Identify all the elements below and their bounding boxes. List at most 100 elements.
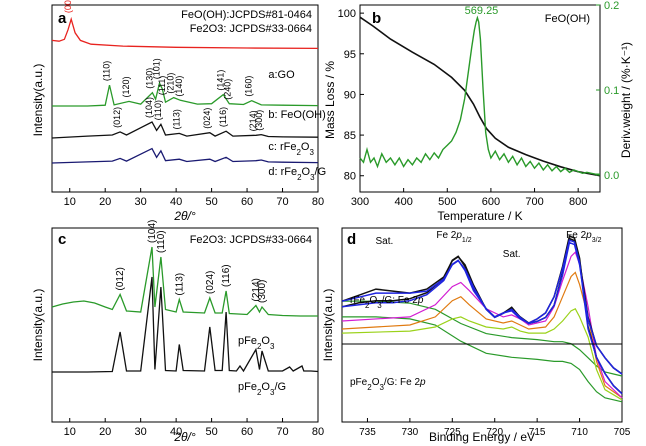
panel-a-annotations: (001) (110) (120) (130)(101)(111)(210)(140)… — [63, 0, 264, 131]
panel-b-x-tick-label: 400 — [394, 196, 412, 208]
panel-b-y-tick-label: 85 — [344, 130, 356, 142]
panel-d-sample-label-bottom: pFe2O3/G: Fe 2p — [350, 377, 426, 392]
panel-b-peak-label: 569.25 — [465, 5, 499, 17]
panel-d-sat-label-1: Sat. — [376, 236, 394, 247]
panel-a-letter: a — [58, 10, 67, 27]
panel-a-x-tick-label: 40 — [170, 196, 182, 208]
panel-a-frame — [51, 4, 319, 193]
panel-c-peak-annotation: (012) — [115, 267, 126, 290]
panel-c-letter: c — [58, 231, 66, 248]
panel-c-peak-annotation: (024) — [205, 271, 216, 294]
panel-c-peak-annotation: (110) — [156, 230, 167, 253]
panel-a-peak-annotation: (101) — [151, 58, 161, 79]
panel-d-x-tick-label: 720 — [486, 427, 503, 438]
panel-b-y-tick-label: 90 — [344, 89, 356, 101]
panel-c-x-tick-label: 20 — [99, 426, 111, 438]
panel-c-peak-annotation: (104) — [147, 220, 158, 243]
panel-d-fe2p12-label: Fe 2p1/2 — [436, 230, 471, 244]
panel-a-peak-annotation: (210) — [166, 73, 176, 94]
panel-d-sat-label-2: Sat. — [503, 249, 521, 260]
panel-a: a FeO(OH):JCPDS#81-0464 Fe2O3: JCPDS#33-… — [31, 0, 326, 223]
panel-b-trace-0 — [359, 16, 601, 177]
panel-b-y-tick-label: 100 — [338, 8, 356, 20]
panel-a-peak-annotation: (141) — [215, 70, 225, 91]
panel-c-traces — [51, 246, 319, 373]
panel-d-sample-label-top: rFe2O3/G: Fe 2p — [350, 295, 424, 310]
panel-a-peak-annotation: (113) — [171, 109, 181, 129]
panel-c-x-ticks: 10 20 30 40 50 60 70 80 — [64, 418, 324, 438]
panel-a-peak-annotation: (214) — [248, 110, 258, 131]
panel-c-series-label: pFe2O3 — [238, 335, 275, 351]
panel-a-peak-annotation: (130) — [144, 68, 154, 89]
panel-a-x-tick-label: 80 — [312, 196, 324, 208]
panel-a-peak-annotation: (104) — [144, 97, 154, 118]
panel-b: b FeO(OH) 300 400 500 600 700 800 80 85 90 95 100 0… — [323, 0, 633, 223]
panel-a-x-tick-label: 10 — [64, 196, 76, 208]
panel-a-x-tick-label: 30 — [135, 196, 147, 208]
panel-c-x-tick-label: 50 — [205, 426, 217, 438]
panel-d-trace — [341, 239, 623, 395]
panel-c-series-label: pFe2O3/G — [238, 381, 286, 397]
panel-a-peak-annotation: (110) — [153, 100, 163, 120]
panel-d-xlabel: Binding Energy / eV — [429, 430, 535, 444]
panel-c-annotations: (012) (104)(110) (113) (024) (116) (214)(300) — [115, 220, 268, 303]
panel-a-peak-annotation: (240) — [222, 79, 232, 100]
panel-c-ylabel: Intensity(a.u.) — [31, 289, 45, 362]
panel-b-traces — [359, 15, 601, 177]
panel-b-ticks: 300 400 500 600 700 800 80 85 90 95 100 0.0 0.1 0.2 — [338, 0, 620, 208]
panel-a-trace-2 — [51, 121, 319, 139]
panel-a-x-tick-label: 60 — [241, 196, 253, 208]
panel-a-peak-annotation: (140) — [174, 76, 184, 97]
panel-a-peak-annotation: (160) — [244, 76, 254, 97]
panel-c-trace-1 — [52, 276, 319, 373]
panel-a-peak-annotation: (120) — [121, 76, 131, 97]
panel-d-traces — [341, 234, 623, 403]
panel-d-trace — [341, 308, 623, 401]
panel-a-ylabel: Intensity(a.u.) — [31, 64, 45, 137]
panel-b-y-tick-label: 80 — [344, 171, 356, 183]
panel-b-x-tick-label: 600 — [482, 196, 500, 208]
panel-a-x-tick-label: 70 — [276, 196, 288, 208]
panel-a-series-label: b: FeO(OH) — [268, 109, 325, 121]
panel-b-x-tick-label: 800 — [569, 196, 587, 208]
panel-d-x-tick-label: 715 — [529, 427, 546, 438]
panel-c-peak-annotation: (113) — [174, 273, 185, 296]
panel-d-letter: d — [347, 231, 356, 248]
panel-b-xlabel: Temperature / K — [437, 209, 522, 223]
panel-b-title: FeO(OH) — [545, 13, 590, 25]
panel-a-header-1: FeO(OH):JCPDS#81-0464 — [181, 9, 312, 21]
panel-a-peak-annotation: (001) — [63, 0, 73, 13]
panel-b-x-tick-label: 300 — [351, 196, 369, 208]
panel-b-ylabel-right: Deriv.weight / (%·K⁻¹) — [619, 42, 633, 158]
panel-d-x-tick-label: 705 — [614, 427, 631, 438]
panel-a-x-ticks: 10 20 30 40 50 60 70 80 — [64, 188, 324, 208]
panel-a-x-tick-label: 20 — [99, 196, 111, 208]
panel-c-frame — [51, 227, 319, 423]
panel-d-fe2p32-label: Fe 2p3/2 — [566, 230, 601, 244]
panel-c-x-tick-label: 60 — [241, 426, 253, 438]
panel-a-series-label: c: rFe2O3 — [268, 141, 314, 157]
panel-c-header: Fe2O3: JCPDS#33-0664 — [190, 234, 312, 246]
panel-c-peak-annotation: (300) — [257, 280, 268, 303]
panel-b-letter: b — [372, 10, 381, 27]
panel-c-x-tick-label: 80 — [312, 426, 324, 438]
panel-d-frame — [341, 227, 623, 423]
panel-c-x-tick-label: 30 — [135, 426, 147, 438]
panel-a-x-tick-label: 50 — [205, 196, 217, 208]
panel-a-series-label: d: rFe2O3/G — [268, 166, 326, 182]
panel-c-trace-0 — [51, 246, 318, 317]
panel-a-series-labels: a:GO b: FeO(OH) c: rFe2O3 d: rFe2O3/G — [268, 69, 326, 182]
panel-a-xlabel: 2θ/° — [173, 209, 196, 223]
panel-a-traces — [51, 16, 319, 164]
panel-b-y2-tick-label: 0.1 — [604, 85, 619, 97]
panel-a-peak-annotation: (012) — [112, 107, 122, 128]
panel-d-x-tick-label: 710 — [571, 427, 588, 438]
panel-a-peak-annotation: (111) — [157, 76, 167, 96]
panel-b-x-tick-label: 500 — [438, 196, 456, 208]
panel-a-trace-3 — [51, 147, 319, 164]
panel-c-peak-annotation: (214) — [251, 278, 262, 301]
panel-c-series-labels: pFe2O3 pFe2O3/G — [238, 335, 286, 397]
panel-d-x-tick-label: 735 — [359, 427, 376, 438]
panel-c-xlabel: 2θ/° — [173, 430, 196, 444]
